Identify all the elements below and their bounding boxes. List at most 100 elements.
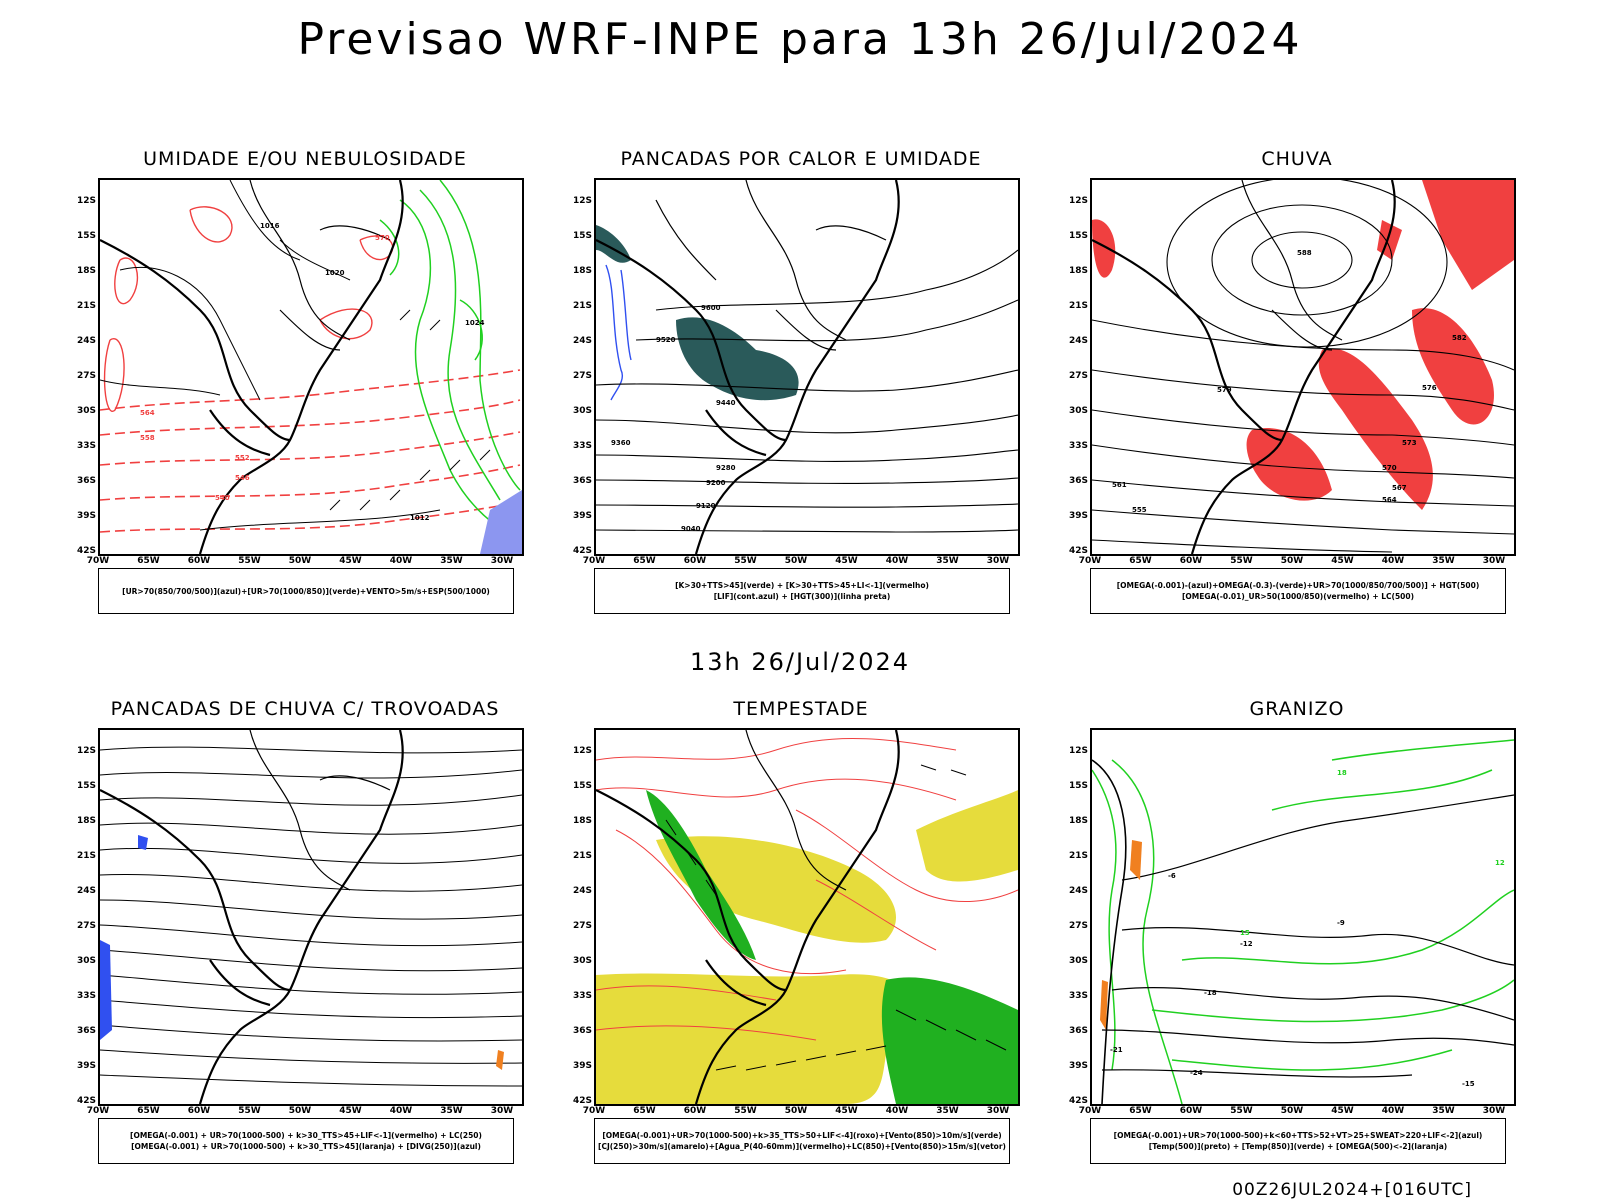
coastline: [694, 180, 900, 554]
lon-tick-label: 35W: [440, 1106, 463, 1116]
height-contour: [596, 449, 1018, 462]
contour-label: -9: [1337, 919, 1345, 927]
contour-label: 573: [1402, 439, 1417, 447]
height-contour: [1092, 319, 1514, 371]
panel-legend: [OMEGA(-0.001)-(azul)+OMEGA(-0.3)-(verde…: [1090, 568, 1506, 614]
contour-label: 570: [1382, 464, 1397, 472]
map-area: [98, 728, 524, 1106]
height-contour: [1092, 479, 1514, 507]
temp-850-contour: [1181, 889, 1514, 965]
height-contour: [1092, 409, 1514, 446]
divergence-blue-area: [100, 940, 112, 1040]
streamline: [100, 999, 522, 1019]
thickness-contour: [100, 399, 521, 436]
contour-label: 555: [1132, 506, 1147, 514]
state-border: [1241, 180, 1343, 341]
omega-orange-area: [1100, 980, 1108, 1030]
lat-tick-label: 33S: [76, 441, 96, 451]
country-border: [100, 789, 291, 992]
state-border: [279, 309, 341, 351]
state-border: [745, 730, 847, 891]
lon-tick-label: 50W: [784, 1106, 808, 1116]
contour-label: -18: [1204, 989, 1217, 997]
lon-tick-label: 55W: [734, 556, 757, 566]
humidity-low-contour: [399, 199, 521, 541]
panel-hail: GRANIZO -6 -9: [1062, 698, 1532, 1178]
lifted-index-contour: [605, 264, 623, 401]
streamline: [100, 899, 522, 920]
lat-tick-label: 21S: [1068, 851, 1088, 861]
lat-tick-label: 36S: [572, 476, 592, 486]
panel-title: CHUVA: [1261, 148, 1333, 170]
lon-tick-label: 70W: [582, 556, 606, 566]
lon-tick-label: 40W: [389, 1106, 413, 1116]
lat-tick-label: 39S: [76, 511, 96, 521]
lat-tick-label: 42S: [1068, 1096, 1088, 1106]
lon-tick-label: 60W: [187, 556, 211, 566]
streamline: [596, 985, 777, 1001]
streamline: [100, 974, 522, 995]
panel-heat-showers: PANCADAS POR CALOR E UMIDADE: [566, 148, 1036, 628]
lat-tick-label: 39S: [76, 1061, 96, 1071]
lat-tick-label: 33S: [572, 991, 592, 1001]
streamline: [795, 809, 1018, 902]
contour-label: 18: [1337, 769, 1347, 777]
lat-tick-label: 18S: [1068, 266, 1088, 276]
contour-label: 1016: [260, 222, 280, 230]
lon-tick-label: 40W: [1381, 556, 1405, 566]
run-timestamp: 00Z26JUL2024+[016UTC]: [1232, 1180, 1472, 1200]
contour-label: -21: [1110, 1046, 1123, 1054]
lat-tick-label: 15S: [76, 231, 96, 241]
map-svg: 588 582 579 576 573 570 567 564 561 555: [1092, 180, 1514, 554]
lon-tick-label: 55W: [1230, 556, 1253, 566]
streamline: [100, 1074, 522, 1087]
lon-tick-label: 60W: [683, 556, 707, 566]
lon-tick-label: 35W: [440, 556, 463, 566]
streamline: [100, 1049, 522, 1064]
map-svg: [100, 730, 522, 1104]
lon-tick-label: 60W: [1179, 1106, 1203, 1116]
lat-tick-label: 15S: [572, 231, 592, 241]
contour-label: 15: [1240, 929, 1250, 937]
contour-label: 9440: [716, 399, 736, 407]
lon-tick-label: 65W: [137, 1106, 160, 1116]
height-contour: [596, 529, 1018, 533]
streamline: [596, 737, 957, 761]
panel-title: PANCADAS POR CALOR E UMIDADE: [620, 148, 982, 170]
lon-tick-label: 45W: [1331, 556, 1354, 566]
lat-tick-label: 12S: [1068, 746, 1088, 756]
lon-tick-label: 30W: [1482, 556, 1506, 566]
rain-area: [1246, 428, 1332, 501]
temp-850-contour: [1331, 739, 1514, 761]
contour-label: 561: [1112, 481, 1127, 489]
thickness-contour: [100, 369, 521, 411]
lat-tick-label: 33S: [572, 441, 592, 451]
lon-tick-label: 55W: [238, 556, 261, 566]
lat-tick-label: 15S: [1068, 781, 1088, 791]
temp-500-contour: [1101, 1029, 1514, 1046]
lon-tick-label: 70W: [86, 556, 110, 566]
lat-tick-label: 15S: [1068, 231, 1088, 241]
map-svg: [596, 730, 1018, 1104]
lat-tick-label: 27S: [1068, 921, 1088, 931]
lat-tick-label: 18S: [572, 266, 592, 276]
lon-tick-label: 65W: [633, 1106, 656, 1116]
lat-tick-label: 15S: [76, 781, 96, 791]
lat-tick-label: 21S: [76, 301, 96, 311]
streamline: [100, 746, 522, 754]
contour-label: -15: [1462, 1080, 1475, 1088]
panel-humidity: UMIDADE E/OU NEBULOSIDADE: [70, 148, 540, 628]
panel-legend: [OMEGA(-0.001)+UR>70(1000-500)+k<60+TTS>…: [1090, 1118, 1506, 1164]
contour-label: 9120: [696, 502, 716, 510]
lon-tick-label: 45W: [835, 556, 858, 566]
humidity-low-contour: [379, 219, 400, 276]
pressure-contour: [279, 239, 351, 281]
lon-tick-label: 40W: [885, 556, 909, 566]
state-border: [775, 309, 837, 351]
lon-tick-label: 55W: [734, 1106, 757, 1116]
contour-label: 540: [215, 494, 230, 502]
panel-legend: [K>30+TTS>45](verde) + [K>30+TTS>45+LI<-…: [594, 568, 1010, 614]
lat-tick-label: 18S: [1068, 816, 1088, 826]
panel-legend: [OMEGA(-0.001)+UR>70(1000-500)+k>35_TTS>…: [594, 1118, 1010, 1164]
map-svg: -6 -9 -12 -15 -18 -21 -24 15 12 18: [1092, 739, 1514, 1104]
